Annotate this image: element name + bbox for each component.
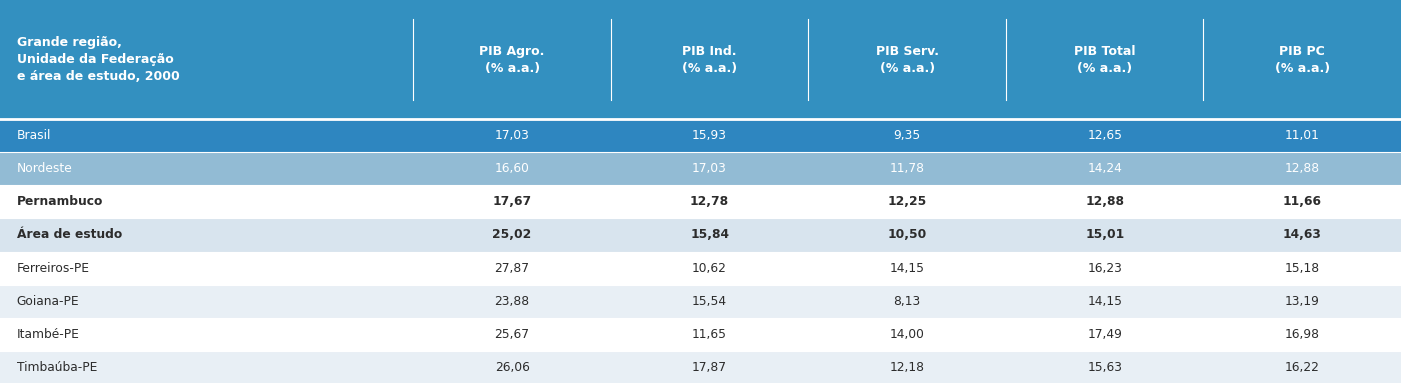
Text: Grande região,
Unidade da Federação
e área de estudo, 2000: Grande região, Unidade da Federação e ár… [17, 36, 179, 83]
Text: 12,78: 12,78 [691, 195, 729, 209]
Text: 12,18: 12,18 [890, 361, 925, 374]
Text: PIB Total
(% a.a.): PIB Total (% a.a.) [1075, 45, 1135, 74]
Text: 14,63: 14,63 [1283, 228, 1321, 242]
Text: Ferreiros-PE: Ferreiros-PE [17, 262, 90, 275]
Text: 17,67: 17,67 [493, 195, 531, 209]
Text: 13,19: 13,19 [1285, 295, 1320, 308]
Text: PIB Agro.
(% a.a.): PIB Agro. (% a.a.) [479, 45, 545, 74]
Text: 15,93: 15,93 [692, 129, 727, 142]
Text: 17,87: 17,87 [692, 361, 727, 374]
Text: 16,98: 16,98 [1285, 328, 1320, 341]
Text: 11,01: 11,01 [1285, 129, 1320, 142]
Text: 26,06: 26,06 [495, 361, 530, 374]
Text: 15,01: 15,01 [1084, 228, 1125, 242]
Text: 14,00: 14,00 [890, 328, 925, 341]
Text: Brasil: Brasil [17, 129, 52, 142]
Text: 12,88: 12,88 [1086, 195, 1124, 209]
Bar [0, 318, 1401, 351]
Text: 25,67: 25,67 [495, 328, 530, 341]
Bar [0, 185, 1401, 218]
Bar [0, 119, 1401, 152]
Text: 17,03: 17,03 [495, 129, 530, 142]
Text: 10,50: 10,50 [887, 228, 927, 242]
Text: Área de estudo: Área de estudo [17, 228, 122, 242]
Text: Timbaúba-PE: Timbaúba-PE [17, 361, 97, 374]
Text: Goiana-PE: Goiana-PE [17, 295, 80, 308]
Text: 12,65: 12,65 [1087, 129, 1122, 142]
Text: 25,02: 25,02 [492, 228, 532, 242]
Text: PIB Serv.
(% a.a.): PIB Serv. (% a.a.) [876, 45, 939, 74]
Bar [0, 218, 1401, 252]
Text: 14,15: 14,15 [890, 262, 925, 275]
Text: 10,62: 10,62 [692, 262, 727, 275]
Text: 14,24: 14,24 [1087, 162, 1122, 175]
Text: 23,88: 23,88 [495, 295, 530, 308]
Text: 17,49: 17,49 [1087, 328, 1122, 341]
Bar [0, 351, 1401, 384]
Text: 12,25: 12,25 [887, 195, 927, 209]
Bar [0, 252, 1401, 285]
Bar [0, 0, 1401, 119]
Text: Pernambuco: Pernambuco [17, 195, 104, 209]
Bar [0, 285, 1401, 318]
Text: 11,66: 11,66 [1283, 195, 1321, 209]
Text: PIB Ind.
(% a.a.): PIB Ind. (% a.a.) [682, 45, 737, 74]
Text: 16,23: 16,23 [1087, 262, 1122, 275]
Text: 17,03: 17,03 [692, 162, 727, 175]
Text: 15,18: 15,18 [1285, 262, 1320, 275]
Text: 15,54: 15,54 [692, 295, 727, 308]
Bar [0, 152, 1401, 185]
Text: 16,60: 16,60 [495, 162, 530, 175]
Text: 15,84: 15,84 [691, 228, 729, 242]
Text: 12,88: 12,88 [1285, 162, 1320, 175]
Text: 9,35: 9,35 [894, 129, 920, 142]
Text: Nordeste: Nordeste [17, 162, 73, 175]
Text: 27,87: 27,87 [495, 262, 530, 275]
Text: PIB PC
(% a.a.): PIB PC (% a.a.) [1275, 45, 1330, 74]
Text: 16,22: 16,22 [1285, 361, 1320, 374]
Text: Itambé-PE: Itambé-PE [17, 328, 80, 341]
Text: 11,65: 11,65 [692, 328, 727, 341]
Text: 11,78: 11,78 [890, 162, 925, 175]
Text: 8,13: 8,13 [894, 295, 920, 308]
Text: 15,63: 15,63 [1087, 361, 1122, 374]
Text: 14,15: 14,15 [1087, 295, 1122, 308]
